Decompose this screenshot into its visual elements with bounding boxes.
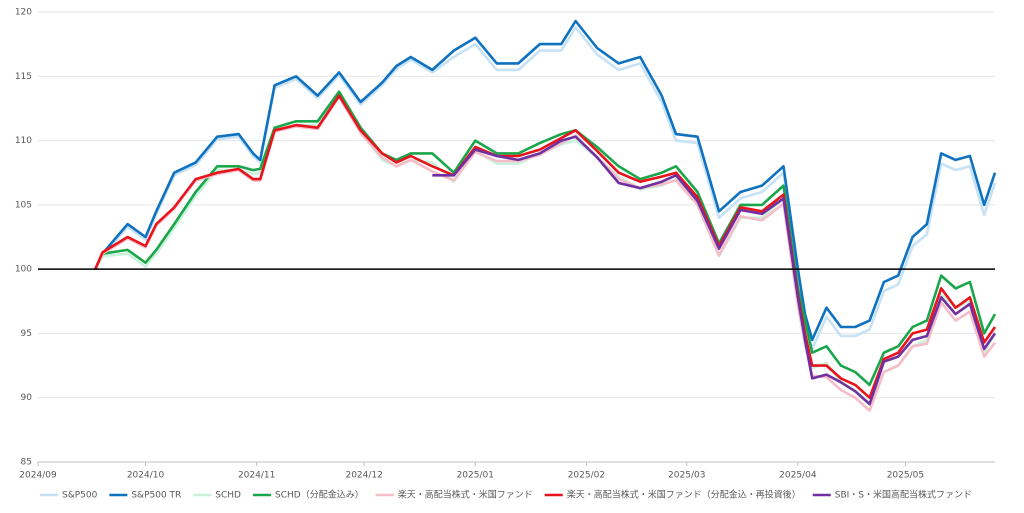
series-line: [94, 94, 997, 399]
y-tick-label: 105: [15, 200, 32, 210]
x-tick-label: 2024/09: [19, 471, 57, 481]
legend-label: 楽天・高配当株式・米国ファンド: [398, 489, 533, 501]
legend: S&P500 S&P500 TR SCHD SCHD（分配金込み） 楽天・高配当株式・米…: [40, 489, 972, 501]
legend-label: SCHD（分配金込み）: [275, 489, 364, 501]
legend-label: SBI・S・米国高配当株式ファンド: [835, 489, 972, 501]
legend-label: S&P500: [62, 491, 98, 501]
y-tick-label: 110: [15, 136, 32, 146]
series-line: [94, 26, 997, 351]
legend-label: S&P500 TR: [131, 491, 181, 501]
x-tick-label: 2024/10: [127, 471, 165, 481]
legend-label: SCHD: [215, 491, 241, 501]
series-line: [432, 135, 997, 406]
x-tick-label: 2025/02: [568, 471, 605, 481]
y-tick-label: 85: [21, 458, 32, 468]
series-line: [94, 19, 997, 342]
legend-label: 楽天・高配当株式・米国ファンド（分配金込・再投資後）: [567, 489, 801, 501]
y-tick-label: 120: [15, 8, 32, 18]
y-tick-label: 115: [15, 72, 32, 82]
y-tick-label: 100: [15, 265, 32, 275]
series-line: [94, 95, 997, 412]
x-tick-label: 2025/01: [457, 471, 494, 481]
x-tick-label: 2025/03: [668, 471, 705, 481]
y-tick-label: 95: [21, 329, 32, 339]
x-tick-label: 2025/04: [779, 471, 817, 481]
x-tick-label: 2024/11: [238, 471, 275, 481]
y-tick-label: 90: [21, 393, 33, 403]
x-tick-label: 2025/05: [887, 471, 924, 481]
x-tick-label: 2024/12: [345, 471, 382, 481]
